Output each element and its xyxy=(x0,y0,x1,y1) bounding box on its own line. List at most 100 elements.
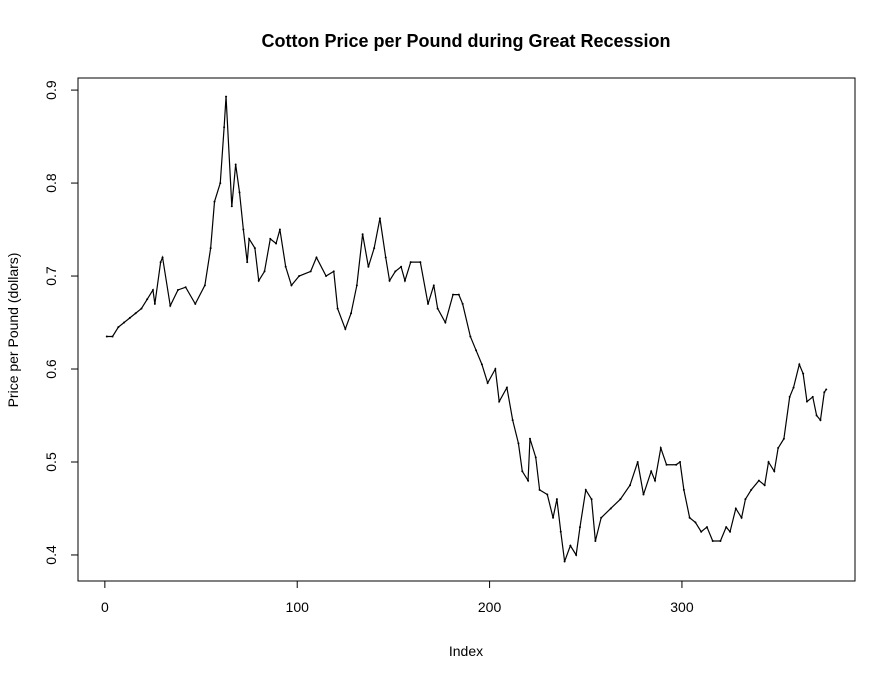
price-point xyxy=(788,395,791,398)
price-point xyxy=(275,242,278,245)
y-tick-label: 0.5 xyxy=(43,452,59,472)
price-point xyxy=(461,302,464,305)
x-tick-label: 0 xyxy=(101,599,109,615)
price-point xyxy=(361,233,364,236)
price-point xyxy=(619,498,622,501)
price-point xyxy=(750,488,753,491)
price-point xyxy=(140,307,143,310)
x-tick-label: 100 xyxy=(286,599,310,615)
price-point xyxy=(161,256,164,259)
price-point xyxy=(128,316,131,319)
price-point xyxy=(555,498,558,501)
price-point xyxy=(694,521,697,524)
price-point xyxy=(757,479,760,482)
price-point xyxy=(534,456,537,459)
price-point xyxy=(825,388,828,391)
x-tick-label: 300 xyxy=(670,599,694,615)
price-point xyxy=(552,516,555,519)
price-point xyxy=(298,275,301,278)
price-point xyxy=(498,400,501,403)
price-point xyxy=(350,312,353,315)
price-point xyxy=(675,463,678,466)
price-point xyxy=(563,560,566,563)
price-point xyxy=(600,516,603,519)
price-point xyxy=(486,381,489,384)
price-point xyxy=(238,191,241,194)
price-point xyxy=(811,395,814,398)
price-point xyxy=(480,363,483,366)
price-point xyxy=(384,256,387,259)
y-tick-label: 0.9 xyxy=(43,80,59,100)
price-point xyxy=(575,553,578,556)
price-point xyxy=(734,507,737,510)
price-point xyxy=(744,498,747,501)
chart-title: Cotton Price per Pound during Great Rece… xyxy=(261,31,670,51)
price-point xyxy=(665,463,668,466)
price-point xyxy=(242,228,245,231)
price-point xyxy=(517,442,520,445)
price-point xyxy=(521,470,524,473)
price-point xyxy=(378,217,381,220)
price-point xyxy=(203,284,206,287)
price-point xyxy=(802,372,805,375)
price-point xyxy=(527,479,530,482)
price-point xyxy=(309,270,312,273)
price-point xyxy=(400,265,403,268)
price-point xyxy=(819,419,822,422)
price-point xyxy=(278,228,281,231)
price-point xyxy=(436,307,439,310)
price-point xyxy=(511,419,514,422)
price-point xyxy=(469,335,472,338)
price-point xyxy=(559,530,562,533)
price-point xyxy=(234,163,237,166)
price-point xyxy=(773,470,776,473)
price-point xyxy=(777,447,780,450)
price-point xyxy=(153,302,156,305)
y-tick-label: 0.6 xyxy=(43,359,59,379)
price-point xyxy=(315,256,318,259)
price-point xyxy=(419,261,422,264)
price-point xyxy=(403,279,406,282)
price-point xyxy=(284,265,287,268)
price-point xyxy=(159,261,162,264)
price-point xyxy=(169,304,172,307)
price-point xyxy=(682,488,685,491)
x-tick-label: 200 xyxy=(478,599,502,615)
price-point xyxy=(336,307,339,310)
price-point xyxy=(679,460,682,463)
price-point xyxy=(782,437,785,440)
price-point xyxy=(475,349,478,352)
price-point xyxy=(659,447,662,450)
price-point xyxy=(452,293,455,296)
price-point xyxy=(373,247,376,250)
price-point xyxy=(223,126,226,129)
price-point xyxy=(457,293,460,296)
price-point xyxy=(688,516,691,519)
price-point xyxy=(269,237,272,240)
price-point xyxy=(151,288,154,291)
price-line xyxy=(106,96,827,562)
price-point xyxy=(213,200,216,203)
price-point xyxy=(823,391,826,394)
price-point xyxy=(409,261,412,264)
price-point xyxy=(767,460,770,463)
price-point xyxy=(111,335,114,338)
price-point xyxy=(792,386,795,389)
price-point xyxy=(146,298,149,301)
price-point xyxy=(740,516,743,519)
price-point xyxy=(225,95,228,98)
price-point xyxy=(654,479,657,482)
price-point xyxy=(246,261,249,264)
price-point xyxy=(134,312,137,315)
price-point xyxy=(650,470,653,473)
price-point xyxy=(578,526,581,529)
price-point xyxy=(123,321,126,324)
price-point xyxy=(629,484,632,487)
y-tick-label: 0.7 xyxy=(43,266,59,286)
price-point xyxy=(253,247,256,250)
price-point xyxy=(344,328,347,331)
price-point xyxy=(711,540,714,543)
price-point xyxy=(569,544,572,547)
price-point xyxy=(763,484,766,487)
